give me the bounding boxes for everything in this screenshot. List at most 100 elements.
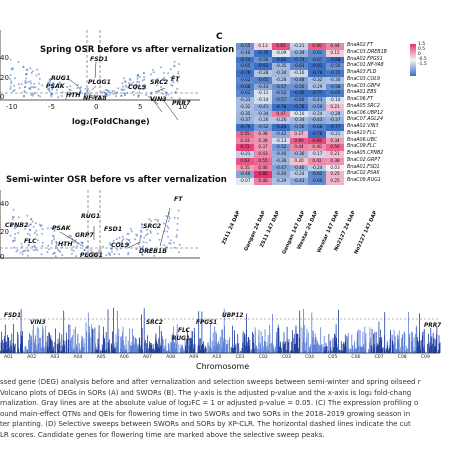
volcano-point bbox=[141, 79, 144, 82]
volcano-point bbox=[132, 93, 135, 96]
heatmap-cell: 0.55 bbox=[236, 130, 254, 138]
volcano-point bbox=[15, 226, 18, 229]
volcano-point bbox=[170, 83, 173, 86]
volcano-point bbox=[38, 82, 41, 85]
volcano-point bbox=[9, 234, 12, 237]
volcano-point bbox=[88, 252, 91, 255]
y-tick-top-0: 0 bbox=[0, 93, 5, 101]
legend-tick: 1.5 bbox=[418, 42, 426, 47]
volcano-point bbox=[52, 252, 55, 255]
volcano-point bbox=[125, 86, 128, 89]
heatmap-cell: -0.40 bbox=[272, 171, 290, 178]
legend-ticks: 1.5 0.5 0 -0.5 -1.5 bbox=[418, 42, 427, 67]
x-axis-label-top: log₂(FoldChange) bbox=[72, 117, 150, 126]
heatmap-cell: -0.65 bbox=[236, 63, 254, 70]
volcano-point bbox=[41, 232, 44, 235]
volcano-point bbox=[25, 73, 28, 75]
heatmap-cell: -0.33 bbox=[236, 97, 254, 104]
heatmap-gene-label: BnaC07.AGL24 bbox=[347, 117, 384, 123]
volcano-point bbox=[24, 81, 27, 84]
heatmap-cell: -0.13 bbox=[272, 137, 290, 145]
heatmap-cell: 0.13 bbox=[254, 43, 272, 50]
heatmap-gene-label: BnaC02.PSAK bbox=[347, 171, 380, 177]
volcano-point bbox=[136, 77, 139, 80]
volcano-point bbox=[178, 97, 181, 100]
chromosome-label: A10 bbox=[212, 355, 222, 360]
volcano-point bbox=[31, 86, 34, 88]
volcano-point bbox=[146, 232, 149, 235]
heatmap-cell: -0.14 bbox=[254, 97, 272, 104]
volcano-point bbox=[178, 63, 181, 65]
volcano-point bbox=[47, 89, 50, 91]
volcano-point bbox=[95, 253, 98, 256]
volcano-point bbox=[146, 228, 149, 231]
volcano-point bbox=[58, 83, 61, 85]
volcano-point bbox=[16, 249, 19, 252]
volcano-point bbox=[87, 92, 90, 94]
heatmap-cell: -0.56 bbox=[290, 83, 308, 91]
volcano-point bbox=[17, 61, 20, 63]
volcano-point bbox=[10, 80, 13, 83]
volcano-point bbox=[69, 85, 72, 88]
heatmap-gene-label: BnaA02.FPGS1 bbox=[347, 56, 383, 62]
chromosome-label: C03 bbox=[281, 355, 291, 360]
volcano-point bbox=[112, 92, 115, 95]
volcano-point bbox=[22, 65, 25, 68]
volcano-point bbox=[32, 225, 35, 228]
volcano-point bbox=[23, 90, 26, 93]
volcano-point bbox=[143, 236, 146, 239]
volcano-point bbox=[102, 95, 104, 97]
heatmap-cell: -0.43 bbox=[308, 97, 326, 104]
volcano-point bbox=[34, 246, 37, 248]
heatmap-cell: -0.50 bbox=[308, 103, 326, 111]
volcano-point bbox=[140, 231, 143, 233]
volcano-point bbox=[29, 86, 32, 89]
gene-label-ft: FT bbox=[171, 76, 180, 83]
figure-caption: ssed gene (DEG) analysis before and afte… bbox=[0, 377, 474, 440]
volcano-point bbox=[135, 248, 138, 251]
volcano-point bbox=[89, 93, 92, 96]
gene-label-rug1: RUG1 bbox=[51, 75, 71, 82]
volcano-point bbox=[118, 236, 121, 239]
volcano-point bbox=[108, 253, 111, 256]
volcano-point bbox=[121, 239, 124, 242]
volcano-point bbox=[144, 87, 147, 90]
heatmap-cell: -0.57 bbox=[272, 83, 290, 91]
volcano-point bbox=[93, 251, 96, 254]
volcano-point bbox=[113, 90, 116, 93]
volcano-point bbox=[102, 245, 105, 248]
volcano-point bbox=[71, 248, 73, 251]
heatmap-cell: -0.46 bbox=[236, 49, 254, 57]
volcano-point bbox=[169, 239, 172, 242]
volcano-point bbox=[65, 97, 68, 100]
volcano-point bbox=[178, 243, 181, 246]
volcano-point bbox=[88, 248, 91, 251]
volcano-point bbox=[176, 80, 179, 83]
volcano-point bbox=[61, 254, 64, 257]
volcano-point bbox=[107, 91, 110, 93]
gene-label-b-hth: HTH bbox=[58, 241, 73, 248]
volcano-point bbox=[38, 223, 41, 226]
heatmap-cell: 0.25 bbox=[326, 178, 344, 185]
volcano-point bbox=[141, 226, 143, 229]
heatmap-cell: -0.26 bbox=[254, 117, 272, 124]
volcano-point bbox=[139, 239, 141, 242]
volcano-point bbox=[20, 83, 23, 86]
gene-label-b-cpnb2: CPNB2 bbox=[5, 222, 29, 229]
volcano-point bbox=[17, 225, 19, 228]
volcano-point bbox=[163, 71, 165, 74]
volcano-point bbox=[98, 96, 101, 99]
heatmap-cell: 0.60 bbox=[308, 43, 326, 50]
volcano-point bbox=[173, 60, 176, 63]
heatmap-cell: -0.88 bbox=[326, 56, 344, 64]
volcano-point bbox=[134, 88, 137, 91]
volcano-point bbox=[57, 96, 60, 99]
chromosome-label: A06 bbox=[119, 355, 129, 360]
heatmap-cell: -0.55 bbox=[236, 43, 254, 50]
volcano-point bbox=[94, 97, 97, 99]
caption-line: rnalization. Gray lines are at the absol… bbox=[0, 399, 419, 407]
heatmap-cell: -0.56 bbox=[326, 63, 344, 70]
heatmap-cell: -0.76 bbox=[308, 130, 326, 138]
volcano-point bbox=[30, 82, 33, 85]
heatmap-cell: 0.21 bbox=[326, 103, 344, 111]
